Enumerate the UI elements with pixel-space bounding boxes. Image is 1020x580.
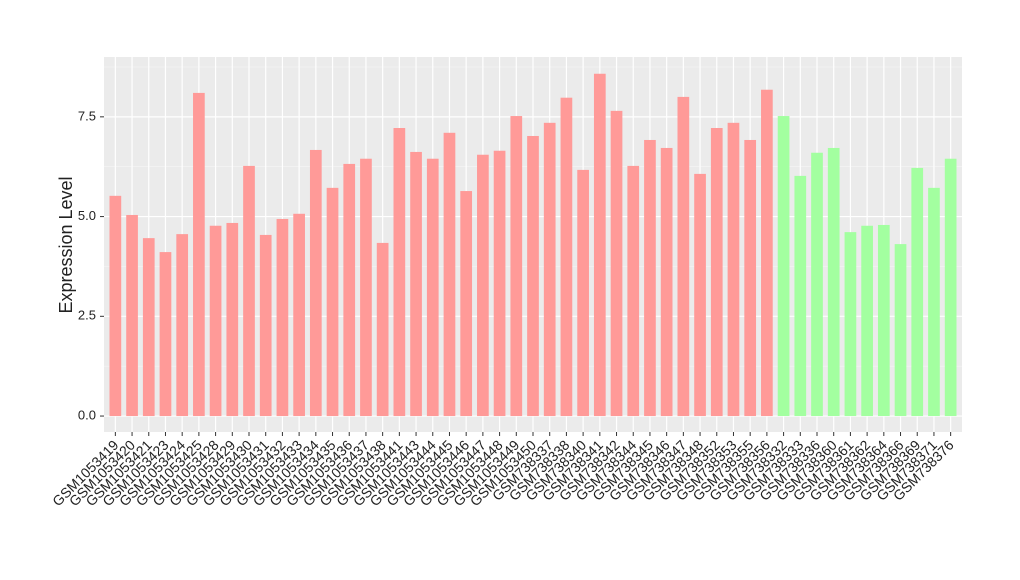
bar (510, 116, 523, 417)
bar (243, 165, 255, 417)
bar (259, 234, 272, 417)
bar (610, 110, 623, 417)
bar (761, 89, 773, 417)
bar (493, 150, 506, 417)
bar (560, 97, 573, 417)
bar (844, 232, 857, 417)
bar (309, 149, 322, 417)
bar (393, 128, 406, 417)
bar (477, 154, 489, 417)
y-tick-label: 0.0 (78, 407, 96, 422)
bar (577, 169, 589, 417)
bar (644, 139, 656, 417)
bar (861, 225, 873, 417)
bar (343, 163, 356, 417)
bar (410, 151, 422, 417)
bar (460, 191, 473, 417)
bar (443, 132, 456, 417)
bar (694, 173, 706, 417)
bar (777, 116, 790, 417)
y-tick-label: 5.0 (78, 208, 96, 223)
bar (710, 128, 723, 417)
bar (426, 158, 439, 417)
bar (744, 139, 757, 417)
bar (326, 187, 339, 417)
bar (176, 234, 189, 417)
bar (543, 122, 556, 417)
bar (209, 225, 222, 417)
bar (376, 242, 389, 417)
bar (109, 195, 122, 417)
bar (727, 122, 740, 417)
bar (811, 152, 823, 417)
bar (226, 222, 239, 417)
bar (126, 214, 138, 417)
bar (627, 165, 640, 417)
y-tick-label: 7.5 (78, 108, 96, 123)
bar (593, 73, 606, 417)
bar (877, 224, 890, 417)
bar (911, 167, 924, 417)
bar (360, 158, 372, 417)
y-tick-label: 2.5 (78, 308, 96, 323)
bar (159, 252, 172, 417)
bar (928, 187, 940, 417)
bar (293, 213, 305, 417)
bar (142, 238, 155, 417)
bar (527, 135, 539, 417)
bar (276, 218, 289, 417)
bar (894, 244, 907, 417)
bar (827, 147, 840, 417)
bar (794, 175, 807, 417)
bar (193, 92, 205, 417)
bar (677, 96, 690, 417)
bar (660, 147, 673, 417)
y-axis-label: Expression Level (56, 176, 76, 313)
bar (944, 158, 957, 417)
